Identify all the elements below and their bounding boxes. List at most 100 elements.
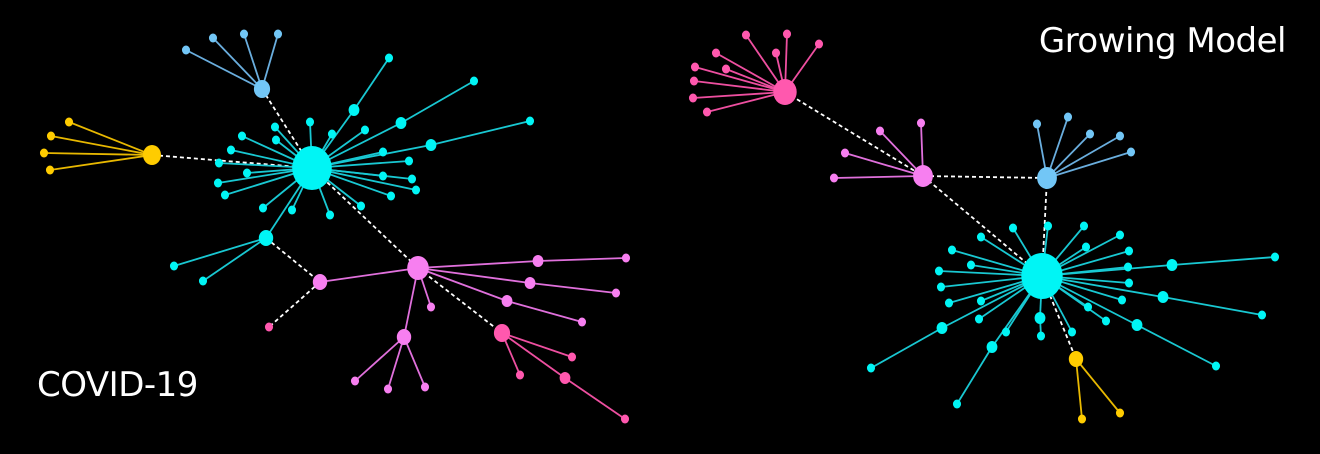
bridge-edge bbox=[922, 175, 1043, 277]
covid-pink-node bbox=[312, 274, 328, 290]
edge bbox=[956, 346, 993, 405]
nodes bbox=[39, 29, 1280, 424]
bridge-edge bbox=[265, 237, 321, 283]
growing-cyan-leaf-node bbox=[1001, 327, 1011, 337]
growing-cyan-leaf-node bbox=[1101, 316, 1111, 326]
growing-cyan-leaf-node bbox=[1124, 278, 1134, 288]
growing-magenta-leaf-node bbox=[690, 62, 700, 72]
covid-cyan-leaf-node bbox=[325, 210, 335, 220]
covid-yellow-leaf-node bbox=[64, 117, 74, 127]
edge bbox=[387, 336, 405, 390]
growing-blue-leaf-node bbox=[1085, 129, 1095, 139]
edge bbox=[417, 260, 539, 269]
growing-blue-hub-node bbox=[1037, 167, 1057, 189]
growing-pink-leaf-node bbox=[875, 126, 885, 136]
growing-cyan-leaf-node bbox=[1083, 302, 1093, 312]
edge bbox=[501, 332, 573, 358]
edge bbox=[715, 52, 786, 93]
growing-cyan-leaf-node bbox=[966, 260, 976, 270]
covid-cyan-leaf-node bbox=[258, 203, 268, 213]
covid-magenta-leaf-node bbox=[620, 414, 630, 424]
covid-cyan-leaf-node bbox=[356, 201, 366, 211]
edge bbox=[261, 33, 279, 90]
covid-pink-leaf-node bbox=[621, 253, 631, 263]
growing-magenta-leaf-node bbox=[741, 30, 751, 40]
covid-pink-mid-node bbox=[524, 277, 536, 289]
covid-blue-leaf-node bbox=[181, 45, 191, 55]
edge bbox=[1075, 358, 1083, 420]
covid-magenta-hub-node bbox=[493, 324, 511, 342]
covid-cyan-leaf-node bbox=[360, 125, 370, 135]
growing-pink-leaf-node bbox=[840, 148, 850, 158]
growing-cyan-leaf-node bbox=[936, 282, 946, 292]
growing-yellow-hub-node bbox=[1068, 351, 1084, 367]
covid-pink-sub-leaf-node bbox=[420, 382, 430, 392]
covid-cyan-leaf-node bbox=[407, 174, 417, 184]
covid-pink-leaf-node bbox=[577, 317, 587, 327]
edge bbox=[417, 267, 508, 302]
covid-pink-leaf-node bbox=[426, 302, 436, 312]
edge bbox=[1075, 358, 1121, 414]
edge bbox=[49, 154, 153, 171]
covid-19-label: COVID-19 bbox=[37, 365, 198, 405]
bridge-edge bbox=[311, 167, 419, 269]
covid-cyan-leaf-node bbox=[327, 129, 337, 139]
growing-cyan-leaf-node bbox=[1008, 223, 1018, 233]
covid-magenta-mid-node bbox=[559, 372, 571, 384]
edge bbox=[1162, 296, 1263, 316]
covid-magenta-leaf-node bbox=[515, 370, 525, 380]
growing-cyan-mid-node bbox=[986, 341, 998, 353]
growing-model-label: Growing Model bbox=[1038, 21, 1287, 61]
growing-yellow-leaf-node bbox=[1077, 414, 1087, 424]
edge bbox=[43, 152, 153, 156]
edge bbox=[68, 121, 153, 156]
growing-magenta-leaf-node bbox=[711, 48, 721, 58]
growing-cyan-leaf-node bbox=[1211, 361, 1221, 371]
growing-cyan-mid-node bbox=[1157, 291, 1169, 303]
covid-blue-leaf-node bbox=[208, 33, 218, 43]
covid-cyan-leaf-node bbox=[384, 53, 394, 63]
covid-cyan-leaf-node bbox=[411, 185, 421, 195]
covid-cyan-leaf-node bbox=[271, 135, 281, 145]
covid-pink-sub-leaf-node bbox=[350, 376, 360, 386]
growing-magenta-leaf-node bbox=[688, 93, 698, 103]
covid-yellow-leaf-node bbox=[45, 165, 55, 175]
edge bbox=[1041, 264, 1173, 277]
covid-cyan-leaf-node bbox=[214, 158, 224, 168]
growing-blue-leaf-node bbox=[1126, 147, 1136, 157]
covid-magenta-leaf-node bbox=[264, 322, 274, 332]
covid-pink-hub-node bbox=[407, 256, 429, 280]
growing-blue-leaf-node bbox=[1063, 112, 1073, 122]
covid-pink-sub-hub-node bbox=[396, 329, 412, 345]
growing-blue-leaf-node bbox=[1032, 119, 1042, 129]
growing-cyan-leaf-node bbox=[1117, 295, 1127, 305]
growing-magenta-leaf-node bbox=[689, 76, 699, 86]
edge bbox=[694, 66, 786, 93]
edge bbox=[706, 91, 786, 113]
edge bbox=[173, 237, 267, 267]
growing-cyan-mid-node bbox=[936, 322, 948, 334]
covid-cyan-leaf-node bbox=[469, 76, 479, 86]
covid-cyan-leaf-node bbox=[287, 205, 297, 215]
covid-pink-mid-node bbox=[532, 255, 544, 267]
edge bbox=[844, 152, 924, 177]
growing-yellow-leaf-node bbox=[1115, 408, 1125, 418]
growing-cyan-leaf-node bbox=[944, 298, 954, 308]
edge bbox=[564, 377, 626, 420]
covid-pink-sub-leaf-node bbox=[383, 384, 393, 394]
edge bbox=[403, 336, 426, 388]
growing-magenta-leaf-node bbox=[814, 39, 824, 49]
edge bbox=[212, 37, 263, 90]
growing-cyan-mid-node bbox=[1166, 259, 1178, 271]
covid-cyan-mid-node bbox=[395, 117, 407, 129]
growing-cyan-leaf-node bbox=[1124, 246, 1134, 256]
covid-cyan-leaf-node bbox=[237, 131, 247, 141]
growing-magenta-hub-node bbox=[773, 79, 797, 105]
edge bbox=[1136, 324, 1217, 367]
edge bbox=[400, 80, 475, 124]
covid-yellow-leaf-node bbox=[39, 148, 49, 158]
covid-cyan-sub-leaf-node bbox=[169, 261, 179, 271]
edges bbox=[43, 33, 1276, 420]
edge bbox=[50, 135, 153, 156]
growing-cyan-leaf-node bbox=[1115, 230, 1125, 240]
